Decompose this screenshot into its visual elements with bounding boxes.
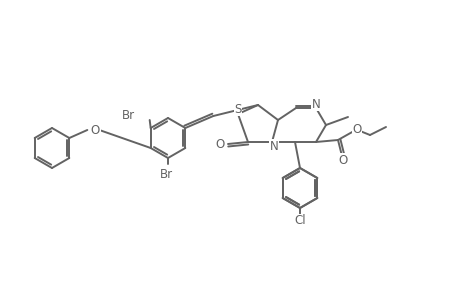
Text: Cl: Cl [294, 214, 305, 227]
Text: Br: Br [121, 109, 134, 122]
Text: O: O [338, 154, 347, 166]
Text: O: O [90, 124, 100, 136]
Text: N: N [269, 140, 278, 152]
Text: S: S [234, 103, 241, 116]
Text: Br: Br [159, 167, 172, 181]
Text: O: O [352, 122, 361, 136]
Text: N: N [311, 98, 319, 110]
Text: O: O [215, 137, 224, 151]
